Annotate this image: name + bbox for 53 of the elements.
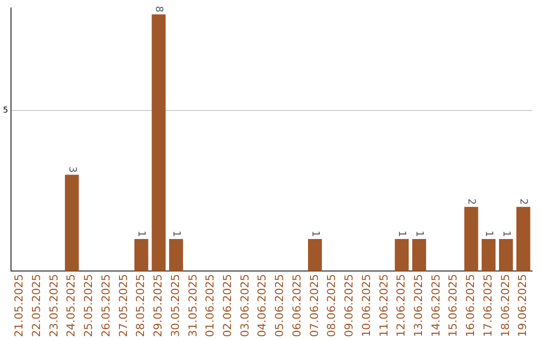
x-tick-label: 16.06.2025 [464,274,478,338]
x-tick-label: 29.05.2025 [152,274,165,338]
x-tick-label: 19.06.2025 [516,274,530,338]
data-label: 3 [66,166,78,173]
data-label: 1 [414,230,425,237]
x-tick-label: 10.06.2025 [360,274,373,338]
bar [308,238,322,272]
x-tick-label: 18.06.2025 [498,274,512,338]
data-label: 1 [170,230,182,237]
x-tick-label: 21.05.2025 [12,274,26,338]
x-tick-label: 17.06.2025 [481,274,494,338]
bar [464,206,478,272]
data-label: 1 [136,230,147,237]
bar [482,238,496,272]
x-tick-label: 11.06.2025 [377,274,390,338]
bar [169,238,183,272]
bar [516,206,530,272]
x-tick-label: 22.05.2025 [30,274,43,338]
data-label: 2 [518,198,529,205]
x-tick-label: 06.06.2025 [290,274,304,338]
x-tick-label: 13.06.2025 [412,274,425,338]
x-tick-label: 26.05.2025 [99,274,112,338]
data-label: 1 [309,230,320,237]
x-tick-label: 03.06.2025 [238,274,252,338]
x-tick-label: 30.05.2025 [168,274,182,338]
x-tick-label: 27.05.2025 [116,274,130,338]
x-tick-label: 08.06.2025 [325,274,338,338]
x-tick-label: 25.05.2025 [82,274,96,338]
data-label: 1 [396,230,408,237]
bar [499,238,513,272]
x-tick-label: 01.06.2025 [204,274,217,338]
bar [152,14,166,272]
bar [134,238,148,272]
x-tick-label: 05.06.2025 [273,274,286,338]
x-tick-label: 28.05.2025 [134,274,148,338]
data-label: 1 [500,230,512,237]
bar [394,238,409,272]
bar [64,174,79,272]
x-tick-label: 14.06.2025 [429,274,442,338]
x-tick-label: 24.05.2025 [64,274,78,338]
data-label: 2 [466,198,477,205]
x-tick-label: 04.06.2025 [256,274,269,338]
x-tick-label: 07.06.2025 [308,274,321,338]
x-tick-label: 12.06.2025 [394,274,408,338]
x-tick-label: 15.06.2025 [446,274,460,338]
y-tick-label: 5 [2,106,8,115]
data-label: 1 [482,230,494,237]
x-tick-label: 02.06.2025 [220,274,234,338]
x-tick-label: 09.06.2025 [342,274,356,338]
bar [412,238,426,272]
data-label: 8 [153,6,164,12]
x-tick-label: 23.05.2025 [47,274,60,338]
x-tick-label: 31.05.2025 [186,274,200,338]
